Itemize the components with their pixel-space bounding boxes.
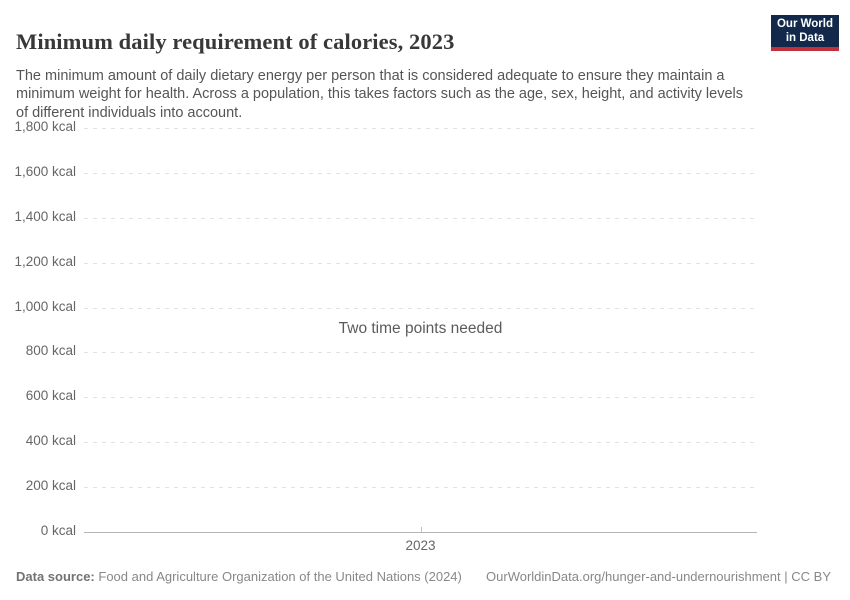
owid-logo-line1: Our World <box>776 18 833 30</box>
y-axis-tick-label: 600 kcal <box>25 388 76 404</box>
y-axis-tick-label: 0 kcal <box>40 523 76 538</box>
y-gridline <box>84 217 757 219</box>
data-source-label: Data source: <box>16 569 95 584</box>
data-source-value: Food and Agriculture Organization of the… <box>98 569 462 584</box>
y-gridline <box>84 397 757 399</box>
y-axis-tick-label: 200 kcal <box>25 478 76 494</box>
chart-title: Minimum daily requirement of calories, 2… <box>16 29 455 55</box>
y-gridline <box>84 172 757 174</box>
data-source-line: Data source: Food and Agriculture Organi… <box>16 569 462 584</box>
y-gridline <box>84 262 757 264</box>
y-axis-tick-label: 1,800 kcal <box>14 119 76 134</box>
y-axis-tick-label: 1,200 kcal <box>14 253 76 269</box>
y-axis-tick-label: 400 kcal <box>25 433 76 449</box>
y-gridline <box>84 442 757 444</box>
x-axis-line <box>84 532 757 533</box>
y-axis-tick-label: 1,400 kcal <box>14 208 76 224</box>
x-axis-tick-label: 2023 <box>405 538 436 553</box>
footer-links: OurWorldinData.org/hunger-and-undernouri… <box>486 569 831 584</box>
y-gridline <box>84 307 757 309</box>
owid-logo-text: Our World in Data <box>771 15 839 47</box>
chart-footer: Data source: Food and Agriculture Organi… <box>16 569 831 584</box>
x-axis-tick-mark <box>420 527 422 532</box>
owid-article-link[interactable]: OurWorldinData.org/hunger-and-undernouri… <box>486 569 781 584</box>
y-axis-tick-label: 1,600 kcal <box>14 163 76 179</box>
y-axis-tick-label: 800 kcal <box>25 343 76 359</box>
y-gridline <box>84 128 757 129</box>
footer-separator: | <box>784 569 788 584</box>
y-axis-tick-label: 1,000 kcal <box>14 298 76 314</box>
owid-logo-line2: in Data <box>785 31 825 44</box>
license-link[interactable]: CC BY <box>791 569 831 584</box>
owid-logo[interactable]: Our World in Data <box>771 15 839 51</box>
owid-logo-red-bar <box>771 47 839 51</box>
empty-chart-message: Two time points needed <box>338 320 503 337</box>
y-gridline <box>84 352 757 354</box>
chart-subtitle: The minimum amount of daily dietary ener… <box>16 67 743 121</box>
y-gridline <box>84 487 757 489</box>
